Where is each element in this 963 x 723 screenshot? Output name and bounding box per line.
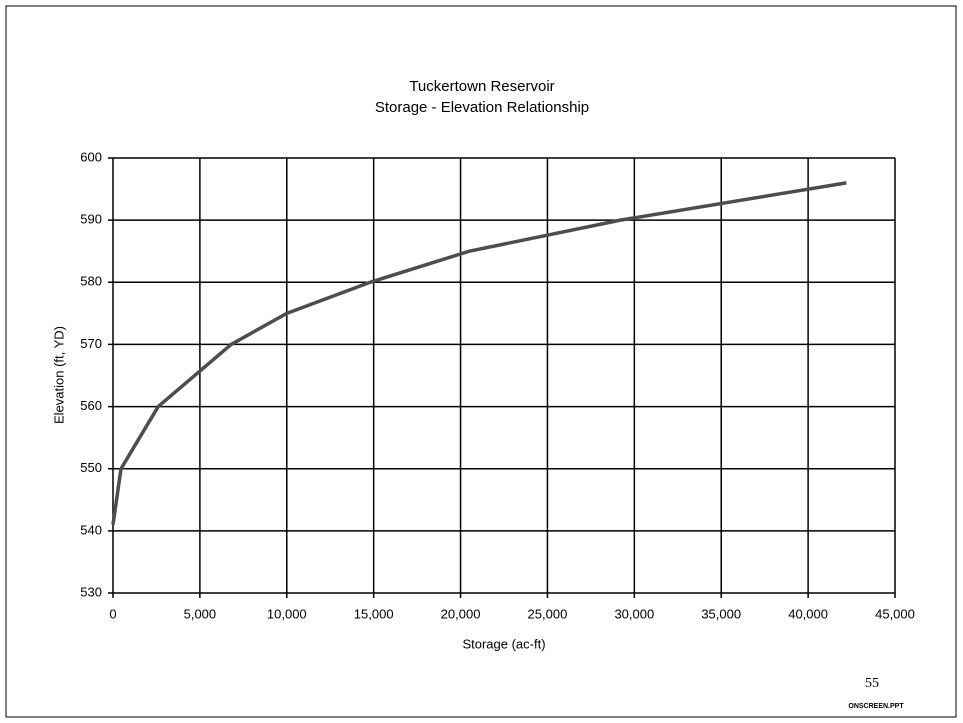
x-tick-label: 25,000: [528, 606, 568, 621]
data-line: [111, 181, 847, 525]
y-tick-label: 600: [80, 149, 102, 164]
x-tick-label: 40,000: [788, 606, 828, 621]
x-tick-label: 30,000: [614, 606, 654, 621]
x-tick-label: 15,000: [354, 606, 394, 621]
y-tick-label: 580: [80, 274, 102, 289]
slide-frame: [5, 5, 957, 718]
x-tick-label: 35,000: [701, 606, 741, 621]
x-tick-label: 45,000: [875, 606, 915, 621]
x-tick-label: 10,000: [267, 606, 307, 621]
y-tick-label: 540: [80, 522, 102, 537]
footer: ONSCREEN.PPT: [848, 703, 904, 710]
x-tick-label: 5,000: [184, 606, 217, 621]
chart-subtitle: Storage - Elevation Relationship: [375, 99, 589, 116]
y-tick-label: 530: [80, 584, 102, 599]
y-tick-label: 560: [80, 398, 102, 413]
x-axis-label: Storage (ac-ft): [462, 636, 545, 651]
y-tick-label: 570: [80, 336, 102, 351]
x-tick-label: 20,000: [441, 606, 481, 621]
chart-title: Tuckertown Reservoir: [409, 78, 554, 95]
y-tick-label: 550: [80, 460, 102, 475]
y-tick-label: 590: [80, 212, 102, 227]
page-number: 55: [865, 676, 879, 691]
y-axis-label: Elevation (ft, YD): [51, 326, 66, 424]
x-tick-label: 0: [109, 606, 116, 621]
